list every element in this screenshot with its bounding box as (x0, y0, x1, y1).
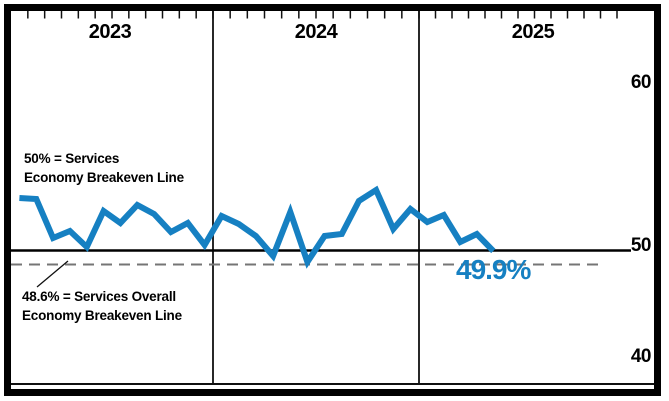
y-axis-tick-60: 60 (630, 72, 652, 93)
annotation-services-breakeven-line2: Economy Breakeven Line (24, 170, 184, 185)
annotation-pointer-line (36, 260, 69, 288)
year-label-2024: 2024 (294, 21, 338, 43)
services-index-line (19, 185, 496, 269)
y-axis-tick-50: 50 (630, 235, 652, 256)
annotation-services-breakeven-line1: 50% = Services (24, 151, 120, 166)
annotation-overall-breakeven-line2: Economy Breakeven Line (22, 308, 182, 323)
year-label-2025: 2025 (511, 21, 555, 43)
chart-frame (4, 4, 661, 396)
annotation-overall-breakeven: 48.6% = Services Overall Economy Breakev… (22, 287, 182, 325)
y-axis-tick-40: 40 (630, 346, 652, 367)
annotation-overall-breakeven-line1: 48.6% = Services Overall (22, 289, 176, 304)
last-value-label: 49.9% (456, 254, 531, 285)
year-label-2023: 2023 (88, 21, 132, 43)
annotation-services-breakeven: 50% = Services Economy Breakeven Line (24, 149, 184, 187)
